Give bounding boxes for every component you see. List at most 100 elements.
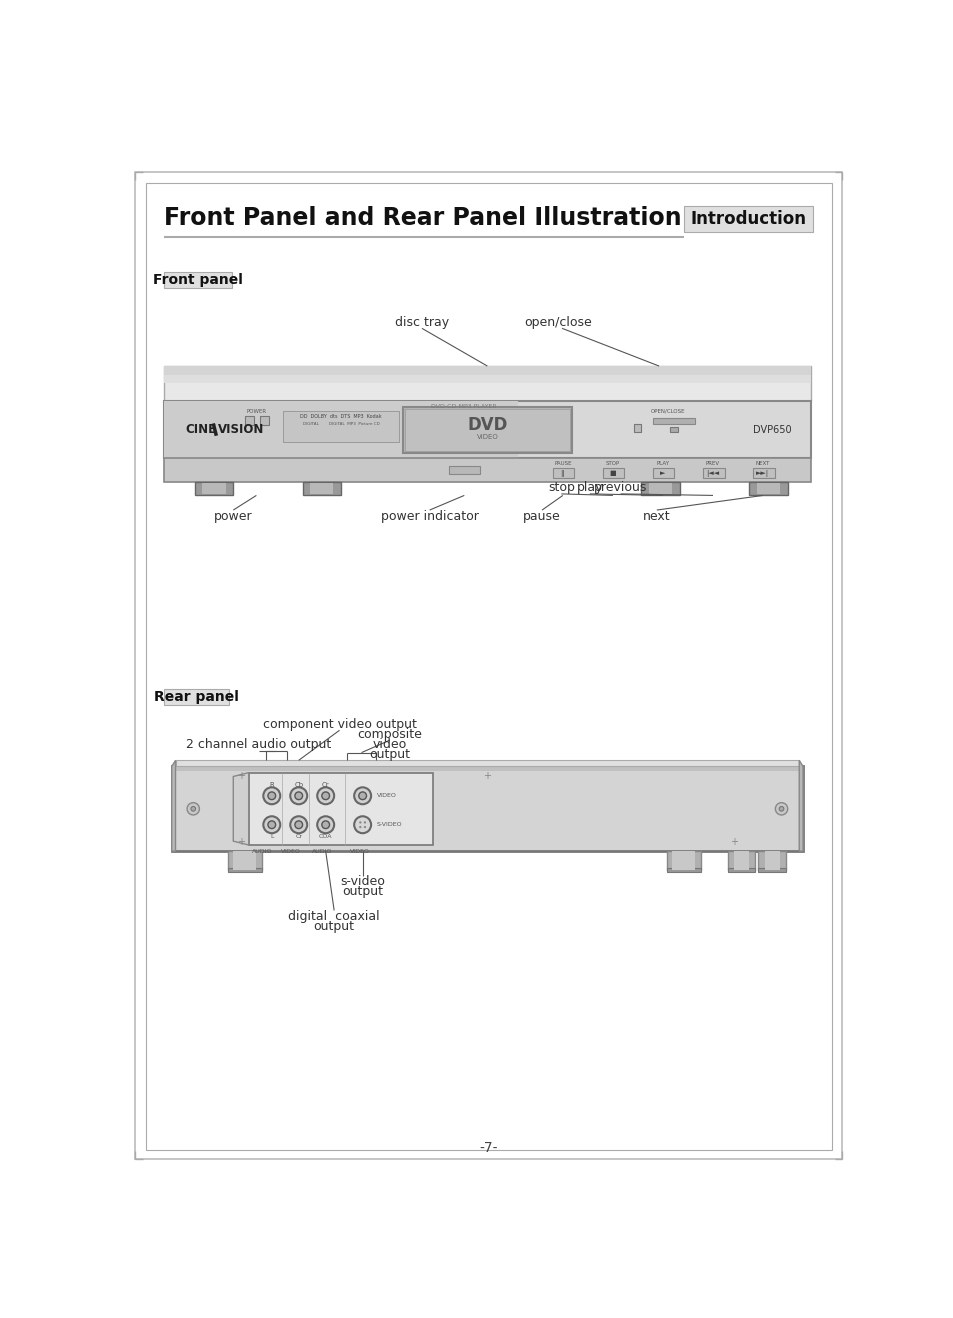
Text: Introduction: Introduction (690, 210, 805, 228)
Text: +: + (236, 837, 245, 847)
Text: Cb: Cb (294, 782, 303, 788)
Bar (233, 851, 256, 870)
Circle shape (317, 816, 334, 833)
Polygon shape (799, 760, 802, 851)
Circle shape (358, 826, 361, 828)
Text: s-video: s-video (340, 875, 385, 888)
Text: VIDEO: VIDEO (350, 849, 370, 854)
Bar (172, 767, 802, 771)
Bar (249, 772, 433, 845)
Bar (652, 418, 695, 424)
Circle shape (363, 821, 366, 824)
Text: Rear panel: Rear panel (153, 691, 238, 704)
Circle shape (191, 807, 195, 811)
Bar (310, 484, 333, 494)
Bar (702, 468, 723, 478)
Bar (756, 484, 780, 494)
Text: ►►|: ►►| (756, 469, 769, 477)
Text: COA: COA (318, 834, 332, 838)
Bar (733, 851, 748, 870)
Bar (666, 869, 700, 873)
Circle shape (268, 792, 275, 800)
Bar (758, 851, 785, 870)
Text: play: play (576, 481, 602, 494)
Text: +: + (729, 837, 737, 847)
Text: video: video (372, 738, 406, 751)
Circle shape (354, 816, 371, 833)
Text: R: R (269, 782, 274, 788)
Circle shape (779, 807, 783, 811)
Circle shape (268, 821, 275, 829)
Bar (172, 767, 802, 851)
Circle shape (363, 826, 366, 828)
Bar (164, 401, 517, 459)
Text: L: L (270, 834, 274, 838)
Text: DVP650: DVP650 (752, 424, 791, 435)
Bar (260, 416, 269, 424)
Text: S-VIDEO: S-VIDEO (376, 822, 402, 828)
Bar (228, 869, 261, 873)
Text: |◄◄: |◄◄ (705, 469, 719, 477)
Bar (652, 468, 674, 478)
Text: VIDEO: VIDEO (376, 793, 395, 799)
Text: DVD: DVD (467, 416, 507, 435)
Bar (683, 206, 812, 232)
Circle shape (358, 792, 366, 800)
Bar (752, 468, 774, 478)
Bar (302, 481, 341, 496)
Text: POWER: POWER (246, 409, 266, 414)
Text: CINE: CINE (185, 423, 216, 436)
Text: DVD-CD-MP3 PLAYER: DVD-CD-MP3 PLAYER (431, 403, 497, 409)
Bar (648, 484, 672, 494)
Text: NEXT: NEXT (755, 461, 769, 467)
Bar (405, 409, 569, 451)
Bar (283, 411, 398, 443)
Text: STOP: STOP (605, 461, 619, 467)
Bar (666, 851, 700, 870)
Bar (164, 366, 810, 401)
Text: pause: pause (522, 510, 560, 523)
Text: +: + (236, 771, 245, 780)
Bar (640, 481, 679, 496)
Text: AUDIO: AUDIO (312, 849, 332, 854)
Bar (228, 851, 261, 870)
Bar (758, 869, 785, 873)
Bar (763, 851, 780, 870)
Text: ||: || (559, 469, 564, 477)
Text: output: output (369, 747, 410, 760)
Text: VISION: VISION (217, 423, 264, 436)
Text: open/close: open/close (524, 316, 592, 328)
Circle shape (358, 821, 361, 824)
Bar (164, 459, 810, 481)
Text: ■: ■ (609, 471, 616, 476)
Text: output: output (314, 920, 355, 933)
Bar (245, 416, 253, 424)
Circle shape (354, 787, 371, 804)
Bar (164, 366, 810, 376)
Text: component video output: component video output (262, 717, 416, 730)
Bar (164, 401, 810, 459)
Bar (748, 481, 787, 496)
Text: power: power (213, 510, 253, 523)
Bar (164, 376, 810, 384)
Text: 2 channel audio output: 2 channel audio output (186, 738, 331, 751)
Text: VIDEO: VIDEO (281, 849, 300, 854)
Bar (727, 851, 755, 870)
Text: -7-: -7- (479, 1140, 497, 1155)
Text: disc tray: disc tray (395, 316, 449, 328)
Circle shape (263, 816, 280, 833)
Text: Front panel: Front panel (152, 273, 243, 287)
Bar (164, 689, 229, 705)
Text: ►: ► (659, 471, 665, 476)
Circle shape (290, 816, 307, 833)
Text: +: + (483, 771, 491, 780)
Circle shape (317, 787, 334, 804)
Polygon shape (172, 760, 175, 851)
Circle shape (294, 821, 302, 829)
Circle shape (321, 792, 329, 800)
Bar (449, 467, 479, 474)
Bar (402, 407, 572, 453)
Bar (175, 760, 799, 767)
Bar (669, 427, 677, 431)
Bar (202, 484, 225, 494)
